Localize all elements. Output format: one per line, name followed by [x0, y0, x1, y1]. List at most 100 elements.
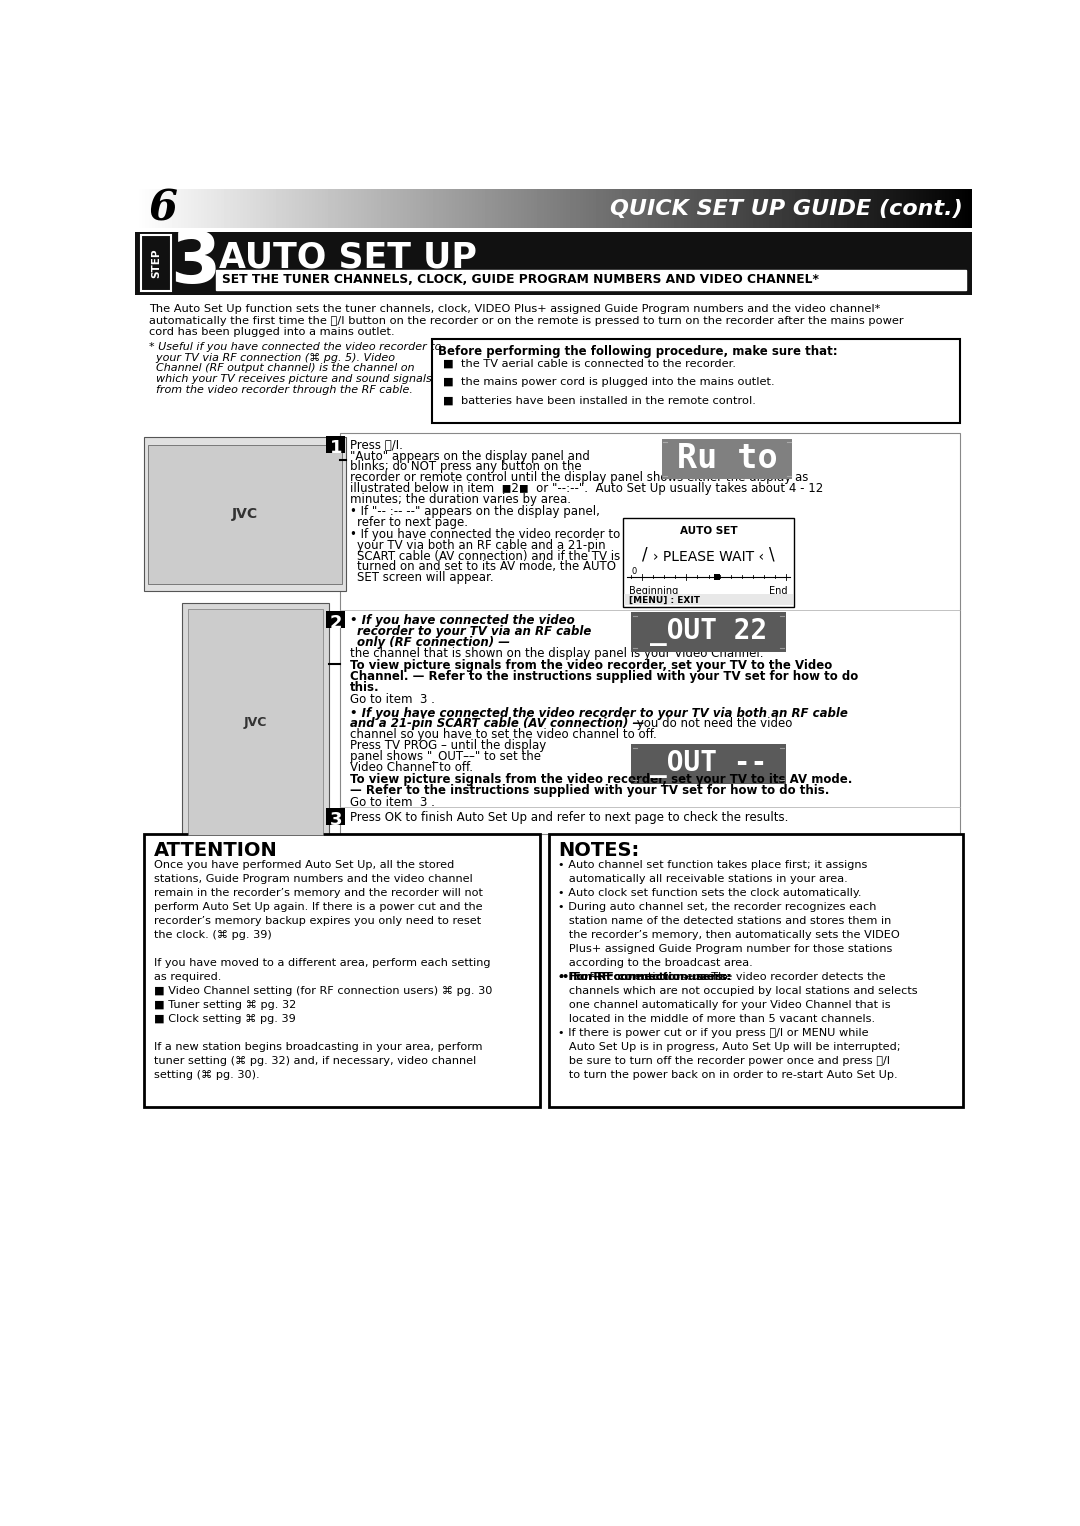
Text: remain in the recorder’s memory and the recorder will not: remain in the recorder’s memory and the …	[153, 888, 483, 897]
Bar	[326, 612, 345, 629]
Text: If a new station begins broadcasting in your area, perform: If a new station begins broadcasting in …	[153, 1042, 482, 1051]
Bar	[340, 433, 960, 833]
Text: QUICK SET UP GUIDE (cont.): QUICK SET UP GUIDE (cont.)	[610, 198, 962, 218]
Text: located in the middle of more than 5 vacant channels.: located in the middle of more than 5 vac…	[558, 1015, 875, 1024]
Text: the channel that is shown on the display panel is your Video Channel.: the channel that is shown on the display…	[350, 647, 764, 659]
Bar	[714, 574, 719, 580]
Text: setting (⌘ pg. 30).: setting (⌘ pg. 30).	[153, 1070, 259, 1080]
Text: automatically the first time the ⏻/I button on the recorder or on the remote is : automatically the first time the ⏻/I but…	[149, 316, 904, 325]
Text: Beginning: Beginning	[630, 586, 678, 595]
Bar	[631, 612, 786, 652]
Text: your TV via both an RF cable and a 21-pin: your TV via both an RF cable and a 21-pi…	[357, 539, 606, 552]
Text: one channel automatically for your Video Channel that is: one channel automatically for your Video…	[558, 1000, 891, 1010]
Bar	[623, 517, 794, 607]
Bar	[188, 609, 323, 835]
Bar	[145, 438, 346, 591]
Bar	[624, 594, 793, 606]
Text: Go to item  3 .: Go to item 3 .	[350, 693, 434, 707]
Text: cord has been plugged into a mains outlet.: cord has been plugged into a mains outle…	[149, 327, 394, 337]
Text: according to the broadcast area.: according to the broadcast area.	[558, 958, 753, 967]
Text: Ru to: Ru to	[677, 443, 778, 475]
Text: SET screen will appear.: SET screen will appear.	[357, 571, 494, 584]
Text: 1: 1	[329, 439, 342, 456]
Text: • If there is power cut or if you press ⏻/I or MENU while: • If there is power cut or if you press …	[558, 1029, 868, 1038]
Text: STEP: STEP	[151, 249, 161, 278]
Bar	[181, 603, 328, 841]
Bar	[432, 339, 960, 423]
Text: • During auto channel set, the recorder recognizes each: • During auto channel set, the recorder …	[558, 902, 877, 913]
Text: • If you have connected the video recorder to: • If you have connected the video record…	[350, 528, 620, 542]
Text: be sure to turn off the recorder power once and press ⏻/I: be sure to turn off the recorder power o…	[558, 1056, 890, 1067]
Bar	[148, 446, 342, 583]
Text: Channel. — Refer to the instructions supplied with your TV set for how to do: Channel. — Refer to the instructions sup…	[350, 670, 858, 682]
Text: "Auto" appears on the display panel and: "Auto" appears on the display panel and	[350, 450, 590, 462]
Text: and a 21-pin SCART cable (AV connection) —: and a 21-pin SCART cable (AV connection)…	[350, 717, 644, 731]
Text: 3: 3	[171, 229, 220, 299]
Bar	[662, 439, 793, 479]
Text: automatically all receivable stations in your area.: automatically all receivable stations in…	[558, 874, 848, 884]
Text: only (RF connection) —: only (RF connection) —	[357, 636, 511, 649]
Text: To view picture signals from the video recorder, set your TV to the Video: To view picture signals from the video r…	[350, 659, 832, 671]
Text: from the video recorder through the RF cable.: from the video recorder through the RF c…	[149, 385, 413, 395]
Text: Once you have performed Auto Set Up, all the stored: Once you have performed Auto Set Up, all…	[153, 861, 454, 870]
Text: station name of the detected stations and stores them in: station name of the detected stations an…	[558, 916, 891, 926]
Text: _OUT --: _OUT --	[650, 749, 767, 778]
Text: as required.: as required.	[153, 972, 221, 983]
Text: NOTES:: NOTES:	[558, 841, 639, 861]
Text: your TV via RF connection (⌘ pg. 5). Video: your TV via RF connection (⌘ pg. 5). Vid…	[149, 353, 395, 363]
Text: \: \	[769, 545, 774, 563]
Text: ■ Clock setting ⌘ pg. 39: ■ Clock setting ⌘ pg. 39	[153, 1015, 295, 1024]
Text: SET THE TUNER CHANNELS, CLOCK, GUIDE PROGRAM NUMBERS AND VIDEO CHANNEL*: SET THE TUNER CHANNELS, CLOCK, GUIDE PRO…	[221, 273, 819, 287]
Text: Press ⏻/I.: Press ⏻/I.	[350, 439, 403, 452]
Text: SCART cable (AV connection) and if the TV is: SCART cable (AV connection) and if the T…	[357, 549, 621, 563]
Text: ■  batteries have been installed in the remote control.: ■ batteries have been installed in the r…	[443, 395, 756, 406]
Text: illustrated below in item  ◼2◼  or "--:--".  Auto Set Up usually takes about 4 -: illustrated below in item ◼2◼ or "--:--"…	[350, 482, 823, 494]
Text: 3: 3	[329, 810, 342, 829]
Text: 2: 2	[329, 615, 342, 632]
Text: this.: this.	[350, 681, 379, 693]
Text: * Useful if you have connected the video recorder to: * Useful if you have connected the video…	[149, 342, 442, 351]
Text: • For RF connection users:: • For RF connection users:	[562, 972, 731, 983]
Text: recorder to your TV via an RF cable: recorder to your TV via an RF cable	[357, 626, 592, 638]
Text: › PLEASE WAIT ‹: › PLEASE WAIT ‹	[653, 551, 764, 565]
Text: Video Channel to off.: Video Channel to off.	[350, 760, 473, 774]
Text: ■ Video Channel setting (for RF connection users) ⌘ pg. 30: ■ Video Channel setting (for RF connecti…	[153, 986, 492, 996]
Text: ■  the TV aerial cable is connected to the recorder.: ■ the TV aerial cable is connected to th…	[443, 359, 735, 369]
Bar	[216, 270, 966, 290]
Text: to turn the power back on in order to re-start Auto Set Up.: to turn the power back on in order to re…	[558, 1070, 897, 1080]
Text: you do not need the video: you do not need the video	[633, 717, 792, 731]
Text: Plus+ assigned Guide Program number for those stations: Plus+ assigned Guide Program number for …	[558, 945, 892, 954]
Text: ■ Tuner setting ⌘ pg. 32: ■ Tuner setting ⌘ pg. 32	[153, 1000, 296, 1010]
Text: panel shows "_OUT––" to set the: panel shows "_OUT––" to set the	[350, 749, 541, 763]
Text: 0: 0	[631, 566, 636, 575]
Text: — Refer to the instructions supplied with your TV set for how to do this.: — Refer to the instructions supplied wit…	[350, 784, 829, 797]
Text: Channel (RF output channel) is the channel on: Channel (RF output channel) is the chann…	[149, 363, 415, 374]
Text: • Auto clock set function sets the clock automatically.: • Auto clock set function sets the clock…	[558, 888, 862, 897]
Text: Before performing the following procedure, make sure that:: Before performing the following procedur…	[438, 345, 838, 357]
Bar	[141, 235, 171, 291]
Text: minutes; the duration varies by area.: minutes; the duration varies by area.	[350, 493, 570, 505]
Text: • For RF connection users: The video recorder detects the: • For RF connection users: The video rec…	[558, 972, 886, 983]
Text: _OUT 22: _OUT 22	[650, 618, 767, 645]
Text: Go to item  3 .: Go to item 3 .	[350, 797, 434, 809]
Text: perform Auto Set Up again. If there is a power cut and the: perform Auto Set Up again. If there is a…	[153, 902, 483, 913]
Text: /: /	[643, 545, 648, 563]
Text: AUTO SET: AUTO SET	[679, 526, 738, 536]
Bar	[135, 232, 972, 295]
Text: JVC: JVC	[243, 716, 267, 728]
Bar	[549, 833, 962, 1108]
Text: If you have moved to a different area, perform each setting: If you have moved to a different area, p…	[153, 958, 490, 967]
Bar	[326, 807, 345, 824]
Text: recorder’s memory backup expires you only need to reset: recorder’s memory backup expires you onl…	[153, 916, 481, 926]
Text: 6: 6	[149, 188, 178, 229]
Text: Press TV PROG – until the display: Press TV PROG – until the display	[350, 739, 545, 752]
Text: ATTENTION: ATTENTION	[153, 841, 278, 861]
Text: The Auto Set Up function sets the tuner channels, clock, VIDEO Plus+ assigned Gu: The Auto Set Up function sets the tuner …	[149, 304, 880, 314]
Text: the recorder’s memory, then automatically sets the VIDEO: the recorder’s memory, then automaticall…	[558, 929, 900, 940]
Text: [MENU] : EXIT: [MENU] : EXIT	[630, 595, 701, 604]
Text: tuner setting (⌘ pg. 32) and, if necessary, video channel: tuner setting (⌘ pg. 32) and, if necessa…	[153, 1056, 476, 1067]
Text: refer to next page.: refer to next page.	[357, 516, 469, 530]
Text: • If you have connected the video recorder to your TV via both an RF cable: • If you have connected the video record…	[350, 707, 848, 720]
Bar	[145, 833, 540, 1108]
Text: which your TV receives picture and sound signals: which your TV receives picture and sound…	[149, 374, 432, 385]
